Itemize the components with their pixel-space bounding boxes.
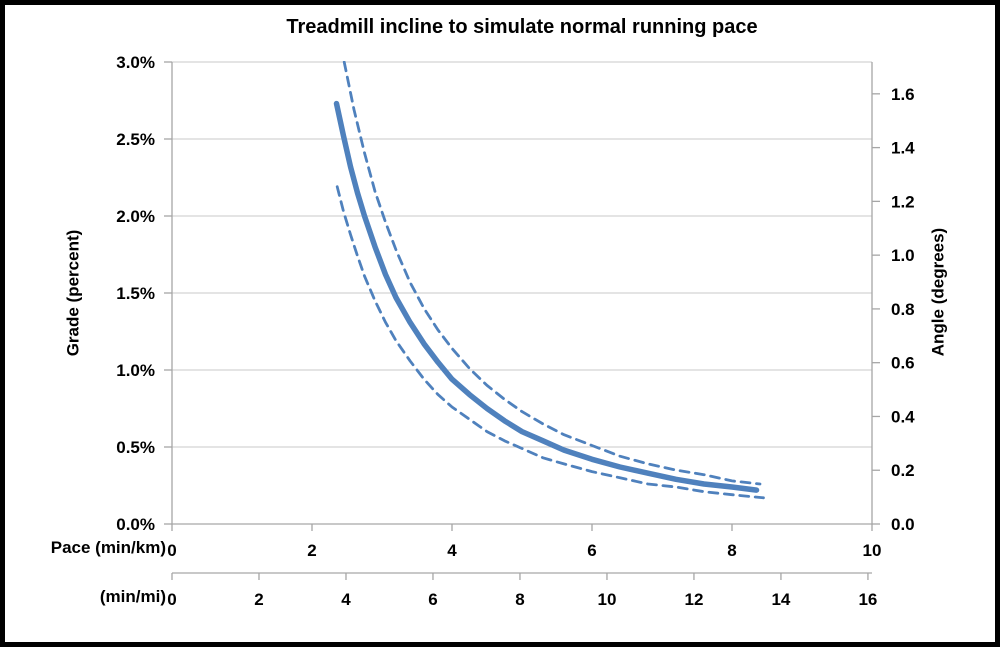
primary-x-tick-label: 8: [727, 541, 736, 560]
secondary-x-tick-label: 6: [428, 590, 437, 609]
secondary-x-tick-label: 0: [167, 590, 176, 609]
secondary-x-tick-label: 16: [858, 590, 877, 609]
secondary-x-tick-label: 10: [598, 590, 617, 609]
grade-lower-dashed-bound: [335, 185, 765, 500]
left-axis-title: Grade (percent): [63, 229, 83, 357]
right-axis-tick-label: 0.4: [891, 407, 915, 426]
right-axis-tick-label: 0.8: [891, 300, 915, 319]
secondary-x-tick-label: 2: [254, 590, 263, 609]
secondary-x-tick-label: 14: [771, 590, 790, 609]
left-axis-tick-label: 2.0%: [116, 207, 155, 226]
primary-x-tick-label: 10: [863, 541, 882, 560]
right-axis-tick-label: 0.6: [891, 354, 915, 373]
primary-x-tick-label: 6: [587, 541, 596, 560]
primary-x-tick-label: 2: [307, 541, 316, 560]
grade-upper-dashed-bound: [342, 61, 762, 486]
right-axis-tick-label: 0.2: [891, 461, 915, 480]
left-axis-tick-label: 3.0%: [116, 53, 155, 72]
series-group: [333, 61, 765, 500]
grade-main-curve: [333, 100, 760, 493]
left-axis-tick-label: 1.5%: [116, 284, 155, 303]
left-axis-tick-label: 2.5%: [116, 130, 155, 149]
right-axis-tick-label: 0.0: [891, 515, 915, 534]
secondary-x-tick-label: 12: [684, 590, 703, 609]
right-axis-title: Angle (degrees): [928, 227, 948, 357]
secondary-x-tick-label: 8: [515, 590, 524, 609]
secondary-x-axis-title: (min/mi): [99, 587, 166, 606]
primary-x-tick-label: 4: [447, 541, 457, 560]
left-edge-strip: [0, 0, 3, 647]
right-axis-tick-label: 1.6: [891, 85, 915, 104]
left-axis-tick-label: 0.0%: [116, 515, 155, 534]
left-axis-tick-label: 0.5%: [116, 438, 155, 457]
right-axis-tick-label: 1.4: [891, 139, 915, 158]
primary-x-axis-title: Pace (min/km): [50, 538, 166, 557]
right-axis-tick-label: 1.2: [891, 192, 915, 211]
left-axis-tick-label: 1.0%: [116, 361, 155, 380]
secondary-x-tick-label: 4: [341, 590, 351, 609]
right-axis-tick-label: 1.0: [891, 246, 915, 265]
primary-x-tick-label: 0: [167, 541, 176, 560]
chart-title: Treadmill incline to simulate normal run…: [286, 16, 758, 38]
